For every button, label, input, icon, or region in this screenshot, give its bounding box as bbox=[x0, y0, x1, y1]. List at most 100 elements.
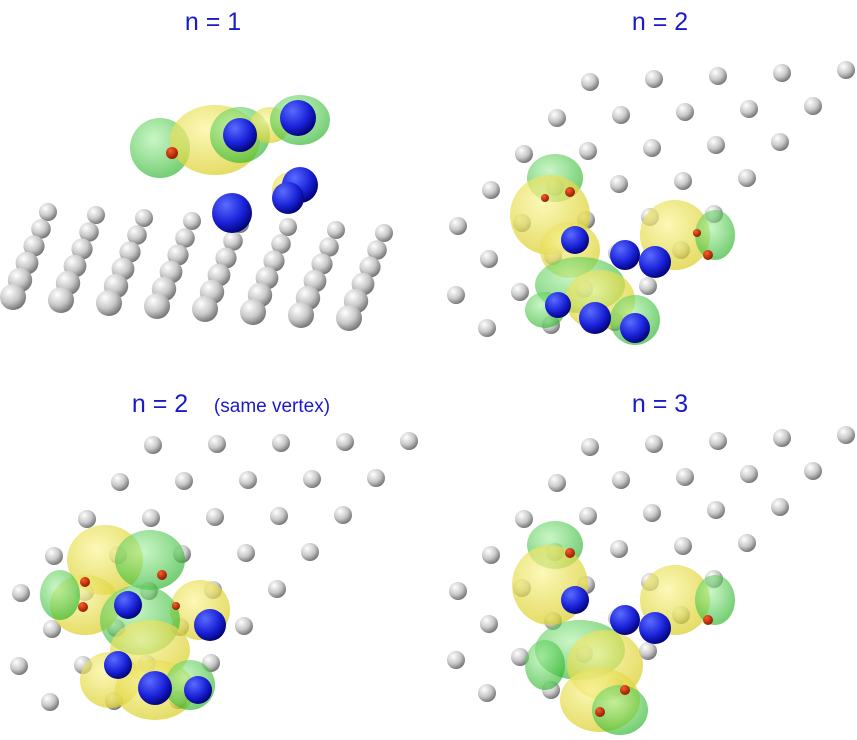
atom bbox=[610, 175, 628, 193]
atom bbox=[511, 283, 529, 301]
atom bbox=[645, 435, 663, 453]
atom bbox=[135, 209, 153, 227]
atom-blue bbox=[610, 605, 640, 635]
atom-red bbox=[78, 602, 88, 612]
panel-title: n = 1 bbox=[185, 8, 241, 36]
atom bbox=[327, 221, 345, 239]
atom bbox=[548, 109, 566, 127]
atom-blue bbox=[194, 609, 226, 641]
atom-red bbox=[172, 602, 180, 610]
atom bbox=[41, 693, 59, 711]
atom bbox=[144, 293, 170, 319]
atom-red bbox=[693, 229, 701, 237]
atom bbox=[375, 224, 393, 242]
atom bbox=[639, 277, 657, 295]
atom bbox=[643, 504, 661, 522]
atom bbox=[0, 284, 26, 310]
atom bbox=[144, 436, 162, 454]
atom bbox=[707, 501, 725, 519]
atom bbox=[336, 433, 354, 451]
atom bbox=[676, 103, 694, 121]
atom bbox=[447, 286, 465, 304]
atom bbox=[78, 510, 96, 528]
atom bbox=[709, 432, 727, 450]
figure: n = 1 n = 2 n = 2 (same vertex) n = 3 bbox=[0, 0, 857, 740]
atom bbox=[581, 438, 599, 456]
atom bbox=[674, 537, 692, 555]
atom bbox=[400, 432, 418, 450]
atom-blue bbox=[610, 240, 640, 270]
atom bbox=[303, 470, 321, 488]
atom bbox=[548, 474, 566, 492]
atom-red bbox=[565, 548, 575, 558]
atom bbox=[183, 212, 201, 230]
atom bbox=[480, 615, 498, 633]
atom bbox=[270, 507, 288, 525]
atom bbox=[645, 70, 663, 88]
atom bbox=[773, 429, 791, 447]
atom bbox=[740, 100, 758, 118]
atom bbox=[610, 540, 628, 558]
atom bbox=[237, 544, 255, 562]
atom bbox=[206, 508, 224, 526]
atom bbox=[804, 97, 822, 115]
atom-blue bbox=[272, 182, 304, 214]
atom bbox=[771, 133, 789, 151]
atom bbox=[482, 181, 500, 199]
atom bbox=[482, 546, 500, 564]
orbital-lobe bbox=[695, 575, 735, 625]
atom bbox=[449, 217, 467, 235]
atom bbox=[612, 106, 630, 124]
atom bbox=[676, 468, 694, 486]
atom bbox=[738, 534, 756, 552]
page: {"panels": [ {"title": "n = 1"}, {"title… bbox=[0, 0, 857, 740]
orbital-lobe bbox=[40, 570, 80, 620]
atom-blue bbox=[561, 586, 589, 614]
atom bbox=[12, 584, 30, 602]
atom bbox=[45, 547, 63, 565]
atom bbox=[738, 169, 756, 187]
atom-blue bbox=[212, 193, 252, 233]
atom bbox=[334, 506, 352, 524]
atom-blue bbox=[639, 612, 671, 644]
atom-red bbox=[166, 147, 178, 159]
atom bbox=[272, 434, 290, 452]
atom bbox=[480, 250, 498, 268]
atom bbox=[10, 657, 28, 675]
atom bbox=[192, 296, 218, 322]
atom-blue bbox=[223, 118, 257, 152]
atom bbox=[773, 64, 791, 82]
atom bbox=[837, 61, 855, 79]
atom-red bbox=[595, 707, 605, 717]
atom bbox=[643, 139, 661, 157]
atom bbox=[235, 617, 253, 635]
atom bbox=[111, 473, 129, 491]
atom bbox=[87, 206, 105, 224]
atom-blue bbox=[280, 100, 316, 136]
atom bbox=[240, 299, 266, 325]
atom bbox=[175, 472, 193, 490]
atom-blue bbox=[620, 313, 650, 343]
atom-blue bbox=[104, 651, 132, 679]
atom bbox=[579, 507, 597, 525]
atom bbox=[449, 582, 467, 600]
atom bbox=[447, 651, 465, 669]
atom bbox=[478, 319, 496, 337]
orbital-lobe bbox=[525, 640, 565, 690]
atom bbox=[268, 580, 286, 598]
panel-title: n = 2 bbox=[132, 390, 188, 418]
panel-note: (same vertex) bbox=[214, 396, 330, 417]
atom bbox=[837, 426, 855, 444]
atom bbox=[709, 67, 727, 85]
atom bbox=[279, 218, 297, 236]
atom bbox=[142, 509, 160, 527]
atom bbox=[674, 172, 692, 190]
panel-title: n = 3 bbox=[632, 390, 688, 418]
atom-red bbox=[541, 194, 549, 202]
atom bbox=[478, 684, 496, 702]
atom-blue bbox=[138, 671, 172, 705]
panel bbox=[447, 61, 855, 345]
atom-red bbox=[565, 187, 575, 197]
atom-red bbox=[703, 615, 713, 625]
atom bbox=[48, 287, 74, 313]
